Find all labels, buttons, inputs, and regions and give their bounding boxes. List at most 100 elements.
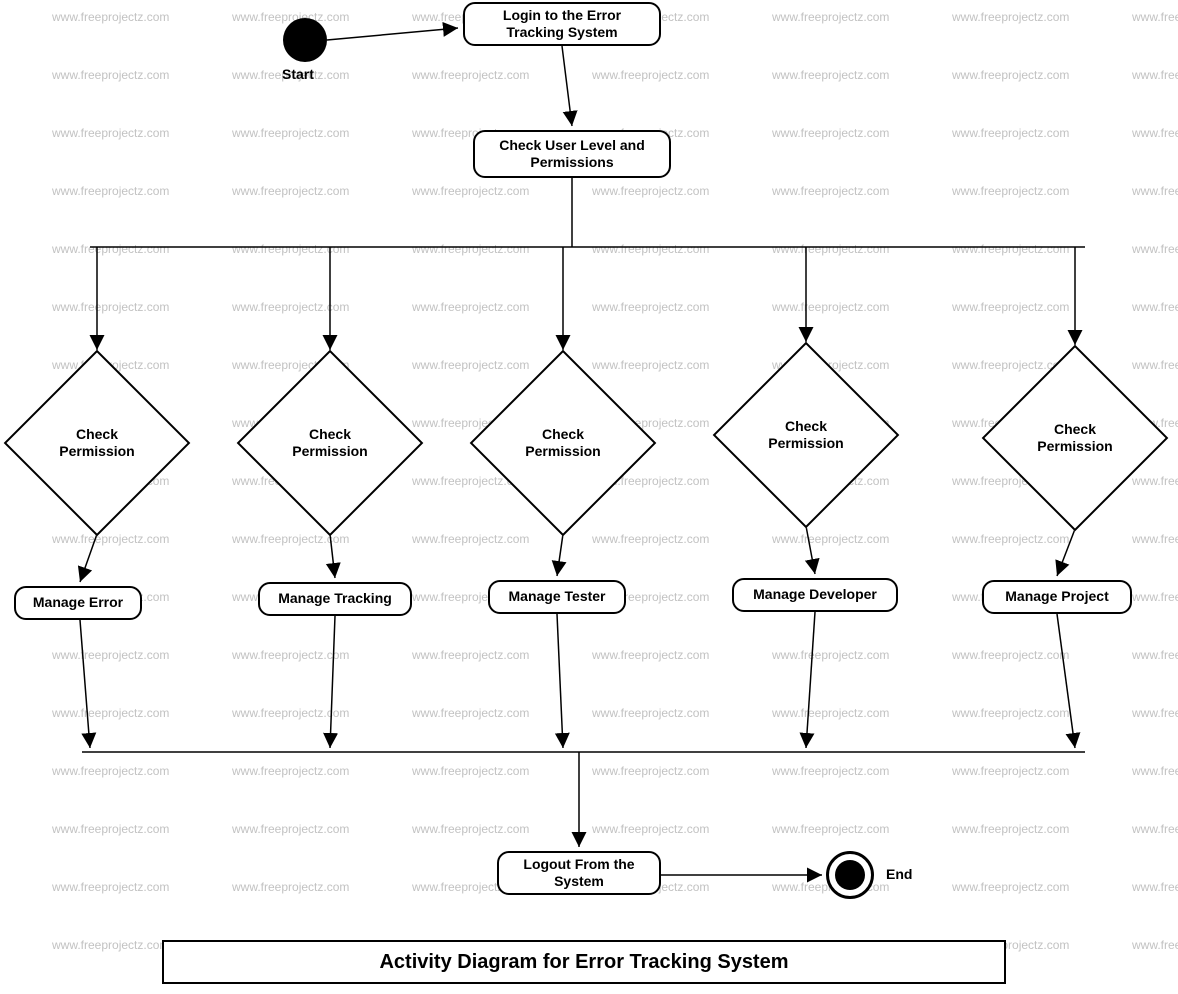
watermark-text: www.freeprojectz.com [232,184,349,198]
diagram-stage: www.freeprojectz.com www.freeprojectz.com… [0,0,1178,994]
watermark-text: www.freeprojectz.com [1132,126,1178,140]
end-node [826,851,874,899]
watermark-text: www.freeprojectz.com [592,532,709,546]
watermark-text: www.freeprojectz.com [592,242,709,256]
watermark-text: www.freeprojectz.com [412,184,529,198]
watermark-text: www.freeprojectz.com [52,416,169,430]
watermark-text: www.freeprojectz.com [412,474,529,488]
watermark-text: www.freeprojectz.com [592,184,709,198]
decision-node: CheckPermission [473,353,653,533]
watermark-text: www.freeprojectz.com [772,822,889,836]
node-login-label: Login to the ErrorTracking System [503,7,621,42]
watermark-text: www.freeprojectz.com [772,300,889,314]
decision-label: CheckPermission [716,345,896,525]
node-manage-error-label: Manage Error [33,594,123,612]
watermark-text: www.freeprojectz.com [1132,880,1178,894]
watermark-text: www.freeprojectz.com [412,416,529,430]
watermark-text: www.freeprojectz.com [232,300,349,314]
watermark-text: www.freeprojectz.com [1132,68,1178,82]
watermark-text: www.freeprojectz.com [52,68,169,82]
watermark-text: www.freeprojectz.com [592,648,709,662]
watermark-text: www.freeprojectz.com [772,764,889,778]
watermark-text: www.freeprojectz.com [952,706,1069,720]
watermark-text: www.freeprojectz.com [232,822,349,836]
node-check: Check User Level andPermissions [473,130,671,178]
node-manage-project-label: Manage Project [1005,588,1108,606]
watermark-text: www.freeprojectz.com [1132,648,1178,662]
decision-label: CheckPermission [7,353,187,533]
watermark-text: www.freeprojectz.com [412,358,529,372]
watermark-text: www.freeprojectz.com [952,532,1069,546]
node-manage-tracking-label: Manage Tracking [278,590,392,608]
watermark-text: www.freeprojectz.com [232,242,349,256]
watermark-text: www.freeprojectz.com [52,184,169,198]
watermark-text: www.freeprojectz.com [412,822,529,836]
watermark-text: www.freeprojectz.com [592,764,709,778]
node-logout: Logout From theSystem [497,851,661,895]
start-label: Start [282,66,314,82]
watermark-text: www.freeprojectz.com [232,126,349,140]
node-logout-label: Logout From theSystem [523,856,634,891]
watermark-text: www.freeprojectz.com [232,474,349,488]
watermark-text: www.freeprojectz.com [232,880,349,894]
watermark-text: www.freeprojectz.com [952,126,1069,140]
watermark-text: www.freeprojectz.com [52,126,169,140]
node-manage-tracking: Manage Tracking [258,582,412,616]
watermark-text: www.freeprojectz.com [1132,938,1178,952]
decision-shape [470,350,657,537]
watermark-text: www.freeprojectz.com [1132,822,1178,836]
watermark-text: www.freeprojectz.com [1132,532,1178,546]
watermark-text: www.freeprojectz.com [52,880,169,894]
watermark-text: www.freeprojectz.com [1132,10,1178,24]
watermark-text: www.freeprojectz.com [952,822,1069,836]
decision-node: CheckPermission [240,353,420,533]
watermark-text: www.freeprojectz.com [412,532,529,546]
watermark-text: www.freeprojectz.com [1132,590,1178,604]
watermark-text: www.freeprojectz.com [592,822,709,836]
watermark-text: www.freeprojectz.com [772,474,889,488]
watermark-text: www.freeprojectz.com [232,358,349,372]
start-node [283,18,327,62]
node-manage-developer-label: Manage Developer [753,586,877,604]
watermark-text: www.freeprojectz.com [772,358,889,372]
watermark-text: www.freeprojectz.com [952,68,1069,82]
watermark-text: www.freeprojectz.com [1132,358,1178,372]
watermark-text: www.freeprojectz.com [52,358,169,372]
watermark-text: www.freeprojectz.com [592,358,709,372]
watermark-text: www.freeprojectz.com [952,648,1069,662]
watermark-text: www.freeprojectz.com [952,764,1069,778]
watermark-text: www.freeprojectz.com [592,706,709,720]
watermark-text: www.freeprojectz.com [232,706,349,720]
decision-shape [982,345,1169,532]
watermark-text: www.freeprojectz.com [232,648,349,662]
decision-shape [4,350,191,537]
watermark-text: www.freeprojectz.com [1132,764,1178,778]
decision-shape [713,342,900,529]
watermark-text: www.freeprojectz.com [952,358,1069,372]
node-check-label: Check User Level andPermissions [499,137,645,172]
decision-label: CheckPermission [473,353,653,533]
watermark-text: www.freeprojectz.com [412,68,529,82]
watermark-text: www.freeprojectz.com [52,242,169,256]
node-manage-tester-label: Manage Tester [509,588,606,606]
watermark-text: www.freeprojectz.com [52,706,169,720]
decision-label: CheckPermission [240,353,420,533]
watermark-text: www.freeprojectz.com [52,764,169,778]
watermark-text: www.freeprojectz.com [772,68,889,82]
watermark-text: www.freeprojectz.com [952,880,1069,894]
watermark-text: www.freeprojectz.com [1132,184,1178,198]
watermark-text: www.freeprojectz.com [952,242,1069,256]
watermark-text: www.freeprojectz.com [592,300,709,314]
watermark-text: www.freeprojectz.com [952,184,1069,198]
diagram-title: Activity Diagram for Error Tracking Syst… [162,940,1006,984]
watermark-text: www.freeprojectz.com [772,184,889,198]
node-login: Login to the ErrorTracking System [463,2,661,46]
watermark-text: www.freeprojectz.com [52,648,169,662]
watermark-text: www.freeprojectz.com [52,532,169,546]
watermark-text: www.freeprojectz.com [952,10,1069,24]
decision-shape [237,350,424,537]
watermark-text: www.freeprojectz.com [412,242,529,256]
watermark-text: www.freeprojectz.com [772,532,889,546]
end-label: End [886,866,912,882]
watermark-text: www.freeprojectz.com [952,300,1069,314]
